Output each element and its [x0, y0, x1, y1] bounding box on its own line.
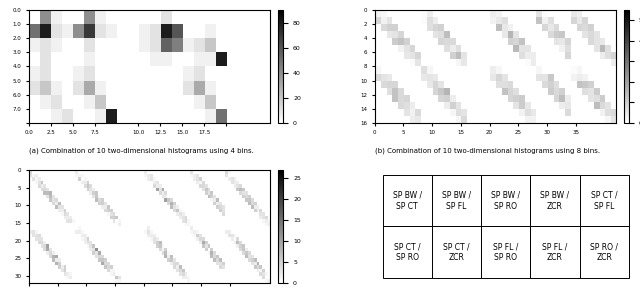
Text: SP BW /
SP RO: SP BW / SP RO: [492, 191, 520, 211]
Text: SP CT /
SP RO: SP CT / SP RO: [394, 242, 420, 262]
Bar: [432, 175, 481, 226]
Text: SP BW /
SP CT: SP BW / SP CT: [393, 191, 422, 211]
Text: (a) Combination of 10 two-dimensional histograms using 4 bins.: (a) Combination of 10 two-dimensional hi…: [29, 148, 253, 154]
Text: SP BW /
ZCR: SP BW / ZCR: [540, 191, 570, 211]
Bar: [580, 226, 629, 278]
Text: SP FL /
SP RO: SP FL / SP RO: [493, 242, 518, 262]
Bar: [531, 226, 580, 278]
Bar: [432, 226, 481, 278]
Text: SP RO /
ZCR: SP RO / ZCR: [590, 242, 618, 262]
Bar: [481, 175, 531, 226]
Bar: [383, 175, 432, 226]
Bar: [481, 226, 531, 278]
Text: (b) Combination of 10 two-dimensional histograms using 8 bins.: (b) Combination of 10 two-dimensional hi…: [375, 148, 600, 154]
Text: SP BW /
SP FL: SP BW / SP FL: [442, 191, 471, 211]
Bar: [580, 175, 629, 226]
Text: SP FL /
ZCR: SP FL / ZCR: [542, 242, 568, 262]
Bar: [531, 175, 580, 226]
Bar: [383, 226, 432, 278]
Text: SP CT /
SP FL: SP CT / SP FL: [591, 191, 618, 211]
Text: SP CT /
ZCR: SP CT / ZCR: [443, 242, 470, 262]
